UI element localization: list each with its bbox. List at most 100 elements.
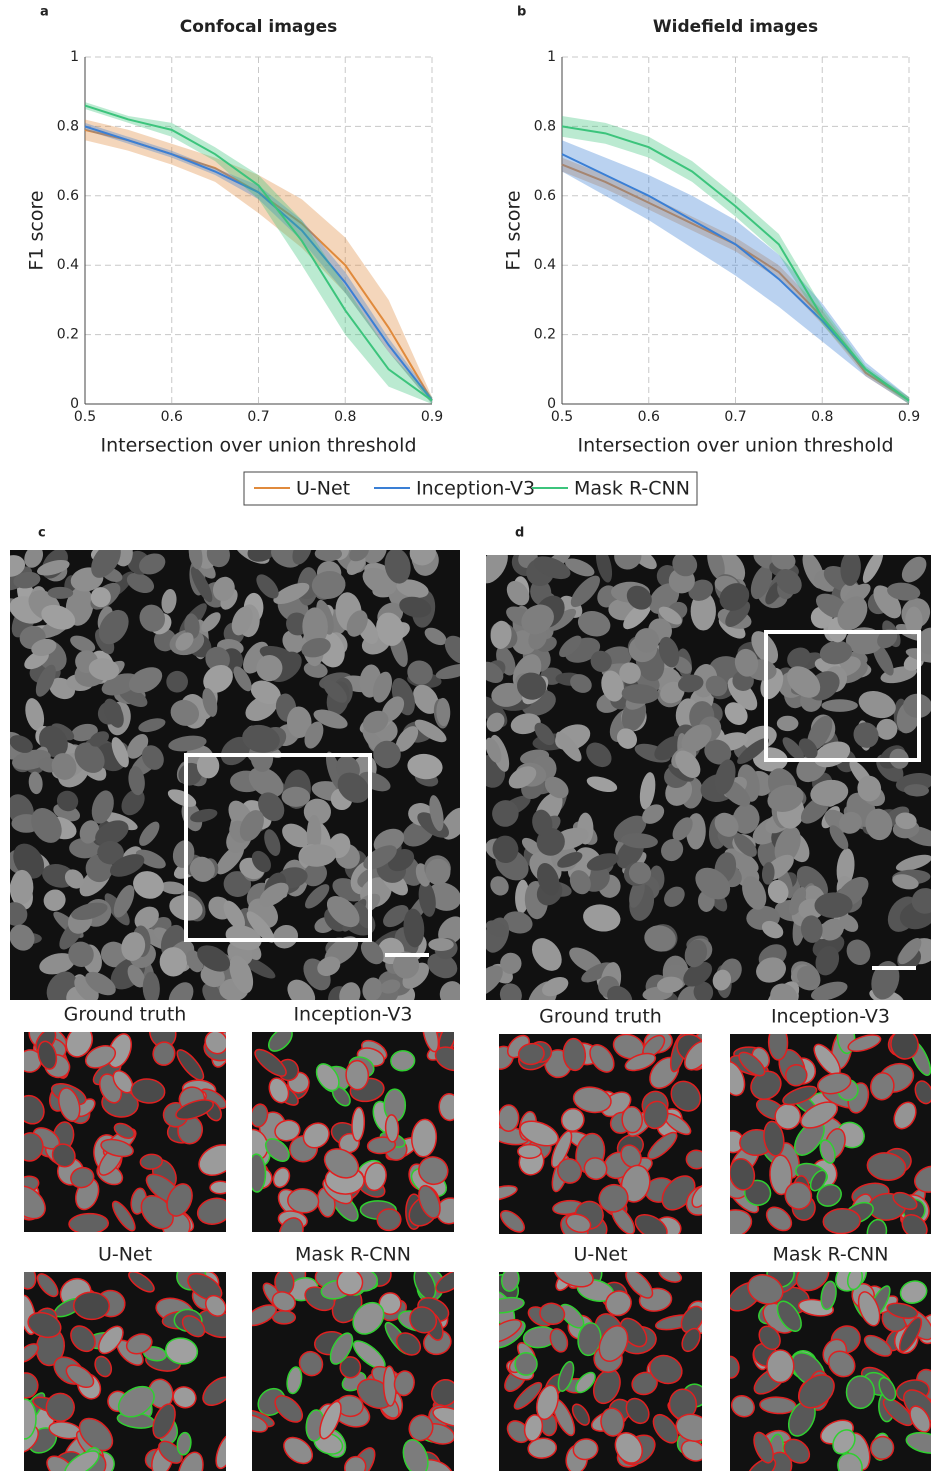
nucleus	[503, 911, 533, 934]
nucleus	[286, 1366, 303, 1395]
y-tick-label: 1	[547, 49, 556, 65]
nucleus	[223, 871, 252, 897]
nucleus	[274, 1119, 301, 1142]
nucleus	[362, 977, 383, 1000]
nucleus	[413, 684, 439, 714]
nucleus	[36, 1273, 59, 1298]
nucleus	[91, 550, 121, 578]
nucleus	[133, 871, 164, 899]
x-tick-label: 0.6	[638, 409, 660, 425]
nucleus	[384, 1114, 400, 1143]
nucleus	[486, 661, 504, 684]
nucleus	[675, 750, 701, 778]
nucleus	[658, 636, 680, 668]
nucleus	[78, 1417, 114, 1452]
legend-label: U-Net	[296, 478, 350, 500]
nucleus	[486, 737, 502, 763]
nucleus	[79, 820, 100, 844]
nucleus	[660, 681, 685, 704]
nucleus	[685, 1149, 702, 1170]
nucleus	[31, 807, 62, 843]
nucleus	[707, 555, 725, 580]
nucleus	[819, 640, 853, 665]
nucleus	[559, 635, 582, 658]
nucleus	[427, 882, 460, 911]
nucleus	[254, 1048, 287, 1077]
nucleus	[601, 670, 624, 702]
nucleus	[190, 566, 213, 603]
nucleus	[220, 736, 251, 766]
nucleus	[202, 1376, 226, 1406]
nucleus	[68, 1212, 110, 1232]
nucleus	[517, 1042, 545, 1066]
nucleus	[714, 759, 736, 795]
nucleus	[152, 1403, 176, 1439]
nucleus	[170, 699, 200, 726]
nucleus	[231, 606, 253, 636]
nucleus	[25, 698, 45, 731]
nucleus	[672, 817, 693, 841]
nucleus	[853, 722, 879, 748]
nucleus	[767, 879, 789, 904]
x-tick-label: 0.5	[74, 409, 96, 425]
nucleus	[381, 696, 405, 722]
nucleus	[857, 1291, 881, 1327]
nucleus	[252, 1103, 269, 1128]
nucleus	[846, 1272, 863, 1291]
nucleus	[126, 572, 155, 593]
nuclei	[486, 555, 931, 1000]
nucleus	[427, 952, 458, 979]
nucleus	[378, 1292, 402, 1316]
nucleus	[329, 1332, 354, 1365]
nucleus	[816, 1183, 842, 1207]
nucleus	[138, 718, 166, 733]
nucleus	[403, 908, 425, 948]
nucleus	[583, 904, 621, 932]
nucleus	[769, 1154, 793, 1196]
nucleus	[626, 585, 652, 610]
nuclei	[10, 550, 460, 1000]
nucleus	[917, 627, 931, 655]
nucleus	[911, 888, 931, 914]
nucleus	[901, 1214, 928, 1234]
nucleus	[37, 560, 70, 576]
nucleus	[491, 682, 524, 707]
nucleus	[539, 1302, 566, 1326]
nucleus	[914, 1165, 931, 1193]
nucleus	[47, 586, 74, 599]
nucleus	[534, 722, 555, 746]
nucleus	[24, 1372, 39, 1399]
nucleus	[353, 902, 372, 929]
nucleus	[384, 550, 411, 584]
nucleus	[10, 902, 28, 926]
nucleus	[39, 953, 75, 975]
nucleus	[24, 1398, 37, 1440]
nucleus	[500, 1272, 520, 1292]
nucleus	[58, 1087, 81, 1122]
confidence-band	[85, 102, 432, 405]
nucleus	[557, 1360, 575, 1392]
series-line	[84, 125, 433, 402]
nucleus	[264, 1138, 290, 1162]
nucleus	[252, 1304, 277, 1327]
nucleus	[857, 775, 882, 802]
nucleus	[197, 945, 231, 972]
nucleus	[428, 938, 454, 951]
nucleus	[570, 674, 592, 693]
nucleus	[139, 821, 160, 846]
nucleus	[619, 662, 641, 684]
nucleus	[351, 1106, 366, 1142]
nucleus	[572, 1086, 612, 1114]
nucleus	[435, 1272, 454, 1294]
nucleus	[486, 920, 508, 938]
y-tick-label: 0.6	[534, 188, 556, 204]
nucleus	[283, 1436, 314, 1465]
nucleus	[649, 1354, 683, 1385]
nucleus	[85, 971, 116, 996]
nucleus	[274, 1395, 304, 1423]
nucleus	[203, 664, 233, 693]
nucleus	[113, 1122, 135, 1139]
legend-box	[243, 471, 698, 506]
nucleus	[71, 723, 98, 742]
nucleus	[134, 906, 159, 930]
